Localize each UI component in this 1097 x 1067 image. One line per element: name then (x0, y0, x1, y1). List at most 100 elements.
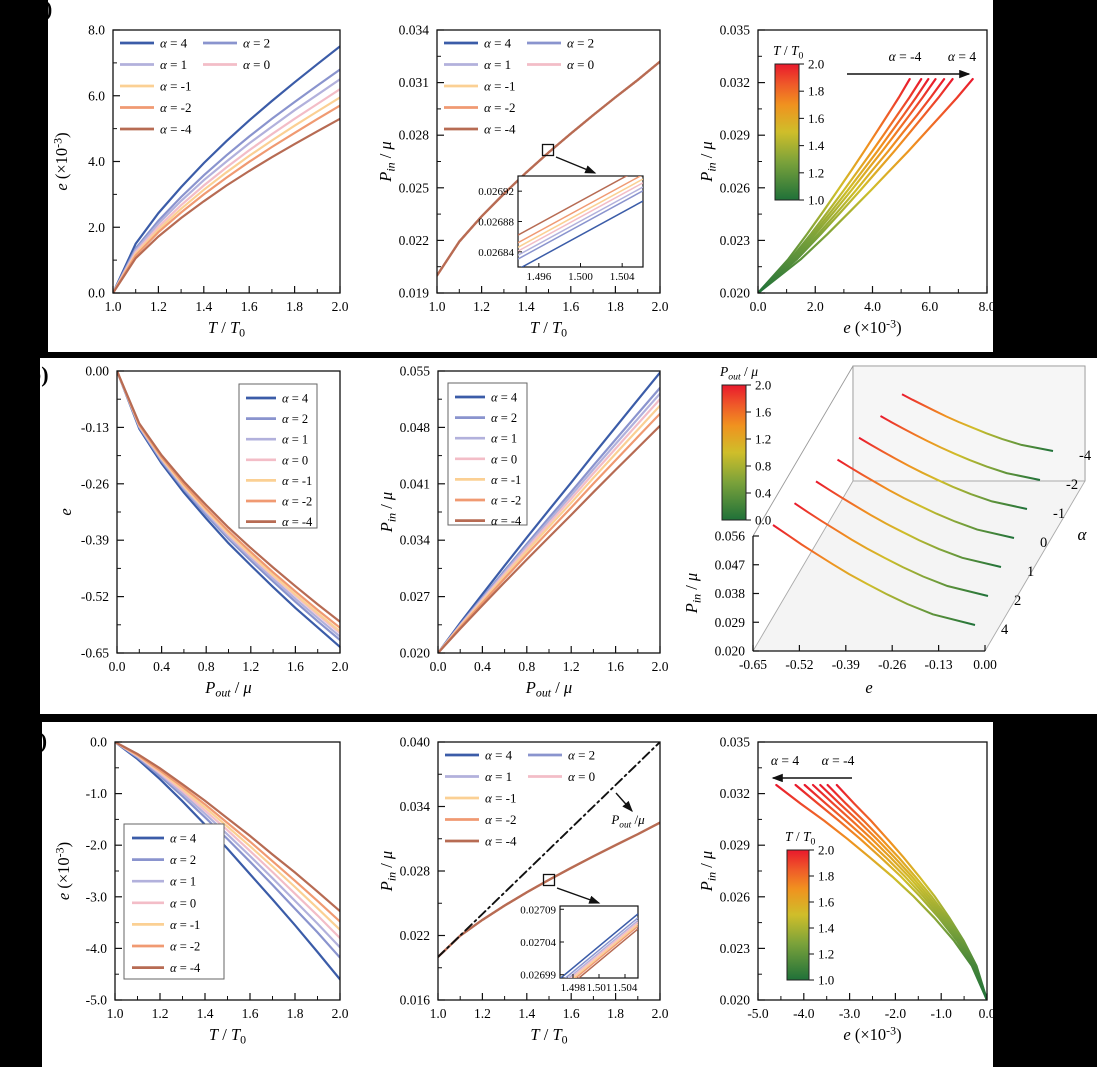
svg-text:α = -2: α = -2 (170, 940, 200, 954)
svg-text:α = -2: α = -2 (491, 494, 521, 508)
svg-text:α = -1: α = -1 (282, 474, 312, 488)
svg-text:-2.0: -2.0 (86, 838, 108, 853)
svg-text:-0.13: -0.13 (81, 420, 109, 435)
svg-text:Pin / μ: Pin / μ (682, 573, 704, 614)
chart-a2: 1.0 1.2 1.4 1.6 1.8 2.0 0.019 0.022 0.025 0.028 0.… (376, 23, 669, 340)
svg-text:1.0: 1.0 (808, 193, 824, 208)
svg-text:Pin / μ: Pin / μ (377, 492, 399, 533)
chart-c1: 1.0 1.2 1.4 1.6 1.8 2.0 0.0 -1.0 -2.0 -3.0 -4.0 -5.… (53, 735, 349, 1047)
svg-text:0.02704: 0.02704 (520, 937, 556, 949)
svg-text:α = 1: α = 1 (160, 57, 187, 72)
svg-text:-2: -2 (1066, 477, 1078, 493)
svg-text:0.0: 0.0 (88, 286, 105, 301)
svg-text:1.2: 1.2 (563, 659, 580, 674)
svg-text:1.501: 1.501 (587, 982, 612, 994)
svg-text:0.034: 0.034 (400, 533, 431, 548)
svg-text:1.2: 1.2 (473, 299, 490, 314)
svg-text:1.2: 1.2 (242, 659, 259, 674)
svg-text:α = 4: α = 4 (485, 748, 513, 763)
svg-text:α: α (1078, 525, 1088, 544)
svg-text:-0.65: -0.65 (739, 657, 767, 672)
svg-text:0.026: 0.026 (720, 180, 751, 195)
svg-text:0.038: 0.038 (715, 586, 746, 601)
svg-text:α = -4: α = -4 (282, 515, 313, 529)
svg-text:0.8: 0.8 (198, 659, 215, 674)
svg-text:0.035: 0.035 (720, 23, 751, 38)
svg-text:0.0: 0.0 (90, 735, 107, 750)
svg-text:1.4: 1.4 (518, 299, 535, 314)
svg-text:0.029: 0.029 (720, 838, 751, 853)
svg-text:-4: -4 (1079, 448, 1092, 464)
svg-text:α = 4: α = 4 (771, 753, 799, 768)
svg-text:α = -2: α = -2 (160, 100, 192, 115)
svg-text:-2.0: -2.0 (885, 1006, 907, 1021)
svg-text:0.020: 0.020 (715, 644, 746, 659)
svg-text:1.6: 1.6 (562, 299, 579, 314)
svg-text:0.029: 0.029 (715, 615, 746, 630)
svg-text:4.0: 4.0 (864, 299, 881, 314)
svg-text:α = 4: α = 4 (484, 36, 512, 51)
svg-text:Pin / μ: Pin / μ (697, 141, 719, 182)
svg-text:2.0: 2.0 (332, 659, 349, 674)
svg-text:α = -1: α = -1 (170, 918, 200, 932)
svg-text:α = 0: α = 0 (282, 453, 308, 467)
svg-text:e: e (56, 508, 75, 515)
svg-text:-0.52: -0.52 (785, 657, 813, 672)
svg-text:1.4: 1.4 (197, 1006, 214, 1021)
svg-text:1.6: 1.6 (755, 405, 772, 420)
svg-text:1.0: 1.0 (429, 299, 446, 314)
svg-text:α = -4: α = -4 (889, 49, 922, 64)
svg-text:1.6: 1.6 (808, 111, 825, 126)
svg-text:0.029: 0.029 (720, 128, 751, 143)
svg-text:-0.26: -0.26 (878, 657, 906, 672)
svg-text:0.4: 0.4 (153, 659, 170, 674)
svg-text:α = -1: α = -1 (491, 473, 521, 487)
svg-text:α = -2: α = -2 (282, 495, 312, 509)
svg-text:e (×10-3): e (×10-3) (53, 842, 74, 900)
svg-text:1.8: 1.8 (287, 1006, 304, 1021)
svg-text:0.02684: 0.02684 (478, 247, 514, 259)
svg-text:α = 4: α = 4 (948, 49, 976, 64)
svg-text:-1.0: -1.0 (86, 786, 108, 801)
svg-text:e (×10-3): e (×10-3) (51, 132, 72, 190)
svg-text:1.2: 1.2 (808, 165, 824, 180)
svg-text:0.041: 0.041 (400, 476, 430, 491)
svg-text:-4.0: -4.0 (793, 1006, 815, 1021)
svg-text:0.035: 0.035 (720, 735, 751, 750)
svg-text:-5.0: -5.0 (86, 993, 108, 1008)
svg-text:α = -4: α = -4 (485, 834, 517, 849)
panel-label-a: a) (48, 0, 52, 22)
panel-b: b) 0.00.40.81.21.62.00.00-0.13-0.26-0.39… (40, 358, 1097, 714)
svg-text:0.4: 0.4 (755, 486, 772, 501)
svg-text:0.032: 0.032 (720, 786, 750, 801)
svg-text:1.8: 1.8 (808, 84, 824, 99)
chart-b1: 0.0 0.4 0.8 1.2 1.6 2.0 0.00 -0.13 -0.26 -0.39 -0.… (56, 364, 349, 700)
svg-text:α = 0: α = 0 (243, 57, 270, 72)
svg-text:-0.26: -0.26 (81, 476, 109, 491)
svg-text:0.020: 0.020 (720, 286, 751, 301)
svg-text:4.0: 4.0 (88, 154, 105, 169)
svg-text:-1: -1 (1053, 506, 1065, 522)
svg-text:α = 1: α = 1 (485, 769, 512, 784)
svg-text:α = 1: α = 1 (170, 875, 196, 889)
chart-c3: -5.0 -4.0 -3.0 -2.0 -1.0 0.0 0.020 0.023 0.026 0.… (697, 735, 993, 1045)
svg-text:0.023: 0.023 (720, 941, 751, 956)
svg-text:0.028: 0.028 (400, 864, 431, 879)
svg-text:Pin / μ: Pin / μ (377, 851, 399, 892)
svg-text:α = 4: α = 4 (160, 36, 188, 51)
svg-text:-3.0: -3.0 (86, 889, 108, 904)
svg-text:α = 4: α = 4 (491, 391, 518, 405)
svg-text:α = -4: α = -4 (822, 753, 855, 768)
svg-text:α = 2: α = 2 (567, 36, 594, 51)
svg-text:1.2: 1.2 (152, 1006, 169, 1021)
svg-text:α = -1: α = -1 (485, 791, 517, 806)
svg-text:-0.39: -0.39 (81, 533, 109, 548)
svg-text:T / T0: T / T0 (208, 318, 245, 340)
svg-text:α = 1: α = 1 (282, 433, 308, 447)
svg-text:α = -1: α = -1 (160, 79, 192, 94)
svg-text:1.8: 1.8 (607, 299, 624, 314)
panel-a-canvas: 1.0 1.2 1.4 1.6 1.8 2.0 0.0 2.0 4.0 6.0 8.0 T / T0 e… (51, 23, 994, 340)
svg-text:0.056: 0.056 (715, 529, 746, 544)
svg-text:e (×10-3): e (×10-3) (843, 317, 901, 338)
